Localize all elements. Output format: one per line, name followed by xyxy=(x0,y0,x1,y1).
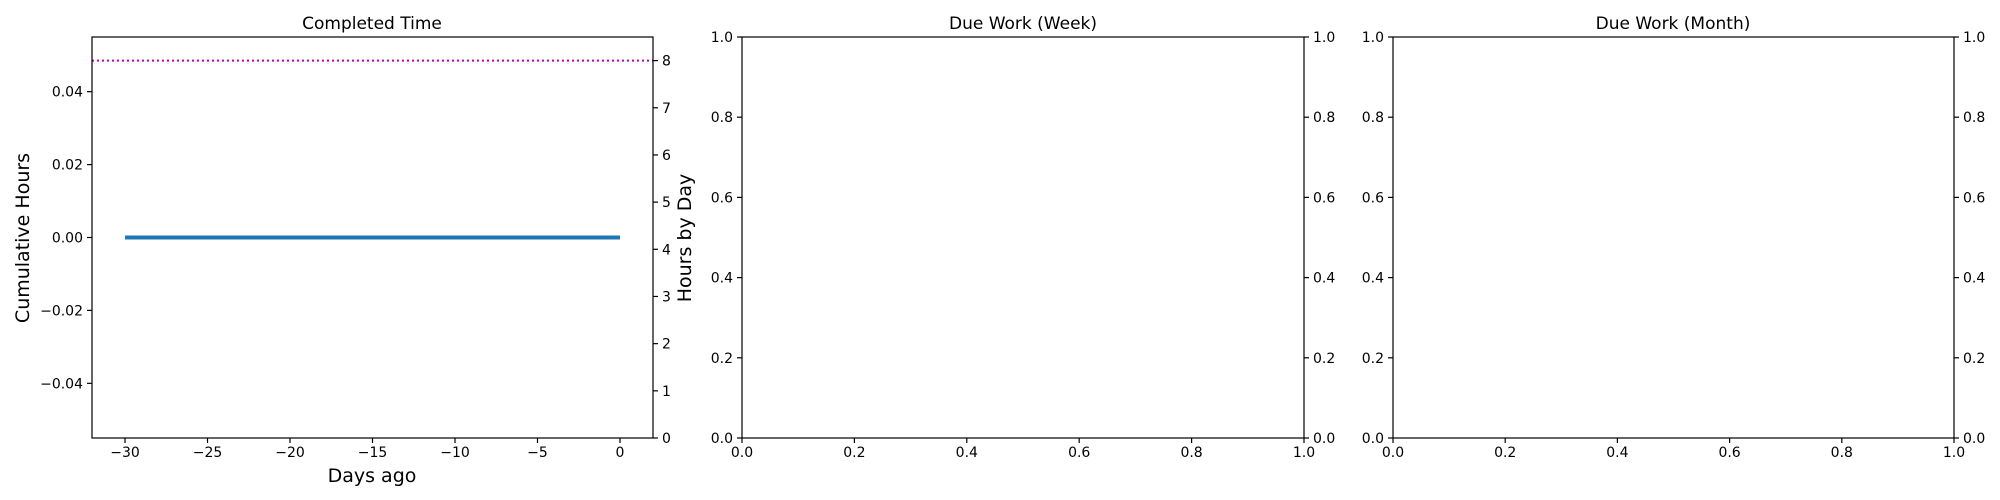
x-tick-label: 0.4 xyxy=(1606,445,1628,461)
y-tick-label: 0.8 xyxy=(711,110,733,126)
x-tick-label: −30 xyxy=(110,445,140,461)
y-tick-label: 0.4 xyxy=(711,271,733,287)
x-tick-label: 0 xyxy=(616,445,625,461)
chart-title: Due Work (Month) xyxy=(1596,14,1751,34)
y-tick-label: 0.6 xyxy=(711,190,733,206)
y-tick-label: 0.2 xyxy=(711,351,733,367)
y-right-tick-label: 0.2 xyxy=(1963,351,1985,367)
y-right-tick-label: 3 xyxy=(662,289,671,305)
x-axis-label: Days ago xyxy=(328,465,417,487)
y-tick-label: 0.00 xyxy=(52,231,83,247)
y-right-axis-label: Hours by Day xyxy=(674,174,696,303)
x-tick-label: 0.6 xyxy=(1718,445,1740,461)
y-tick-label: 0.4 xyxy=(1362,271,1384,287)
y-axis-label: Cumulative Hours xyxy=(12,153,34,323)
x-tick-label: −25 xyxy=(193,445,223,461)
x-tick-label: 0.2 xyxy=(1494,445,1516,461)
chart-title: Due Work (Week) xyxy=(949,14,1097,34)
y-right-tick-label: 0.6 xyxy=(1963,190,1985,206)
y-tick-label: 0.0 xyxy=(711,431,733,447)
y-tick-label: 0.8 xyxy=(1362,110,1384,126)
y-tick-label: −0.02 xyxy=(40,303,83,319)
x-tick-label: 1.0 xyxy=(1943,445,1965,461)
chart-due-work-month: Due Work (Month) 0.0 0.2 0.4 0.6 0.8 1.00.00.… xyxy=(1362,14,1986,461)
y-right-tick-label: 1.0 xyxy=(1963,30,1985,46)
x-tick-label: 0.8 xyxy=(1180,445,1202,461)
y-tick-label: 0.02 xyxy=(52,158,83,174)
x-tick-label: 0.0 xyxy=(731,445,753,461)
y-right-tick-label: 2 xyxy=(662,337,671,353)
y-right-tick-label: 0.4 xyxy=(1313,271,1335,287)
y-right-tick-label: 8 xyxy=(662,54,671,70)
x-tick-label: −5 xyxy=(527,445,548,461)
chart-title: Completed Time xyxy=(302,14,442,34)
plot-area xyxy=(92,59,653,240)
y-right-tick-label: 5 xyxy=(662,195,671,211)
y-right-tick-label: 0.8 xyxy=(1313,110,1335,126)
y-tick-label: 0.0 xyxy=(1362,431,1384,447)
y-right-tick-label: 6 xyxy=(662,148,671,164)
x-tick-label: 0.6 xyxy=(1068,445,1090,461)
y-right-tick-label: 0.0 xyxy=(1963,431,1985,447)
y-right-tick-label: 4 xyxy=(662,242,671,258)
y-tick-label: 0.2 xyxy=(1362,351,1384,367)
y-tick-label: 0.04 xyxy=(52,85,83,101)
y-right-tick-label: 7 xyxy=(662,101,671,117)
y-right-tick-label: 0.8 xyxy=(1963,110,1985,126)
chart-completed-time: Completed Time −30 −25 −20 −15 −10 −5 0 −0.04 −0… xyxy=(12,14,696,487)
ticks: 0.0 0.2 0.4 0.6 0.8 1.00.00.20.40.60.81.00.00… xyxy=(711,30,1336,461)
x-tick-label: −15 xyxy=(358,445,388,461)
ticks: −30 −25 −20 −15 −10 −5 0 −0.04 −0.02 0.00 0.02 0.04… xyxy=(40,54,671,461)
y-right-tick-label: 0 xyxy=(662,431,671,447)
x-tick-label: 1.0 xyxy=(1293,445,1315,461)
chart-due-work-week: Due Work (Week) 0.0 0.2 0.4 0.6 0.8 1.00.00.2… xyxy=(711,14,1336,461)
x-tick-label: −20 xyxy=(275,445,305,461)
y-right-tick-label: 0.2 xyxy=(1313,351,1335,367)
y-right-tick-label: 1.0 xyxy=(1313,30,1335,46)
x-tick-label: −10 xyxy=(440,445,470,461)
x-tick-label: 0.2 xyxy=(843,445,865,461)
y-tick-label: −0.04 xyxy=(40,376,83,392)
y-tick-label: 1.0 xyxy=(711,30,733,46)
y-right-tick-label: 0.6 xyxy=(1313,190,1335,206)
x-tick-label: 0.0 xyxy=(1382,445,1404,461)
y-right-tick-label: 0.4 xyxy=(1963,271,1985,287)
ticks: 0.0 0.2 0.4 0.6 0.8 1.00.00.20.40.60.81.00.00… xyxy=(1362,30,1986,461)
y-tick-label: 0.6 xyxy=(1362,190,1384,206)
y-tick-label: 1.0 xyxy=(1362,30,1384,46)
y-right-tick-label: 0.0 xyxy=(1313,431,1335,447)
axes-frame xyxy=(1392,36,1955,439)
y-right-tick-label: 1 xyxy=(662,384,671,400)
x-tick-label: 0.8 xyxy=(1831,445,1853,461)
axes-frame xyxy=(741,36,1305,439)
x-tick-label: 0.4 xyxy=(956,445,978,461)
